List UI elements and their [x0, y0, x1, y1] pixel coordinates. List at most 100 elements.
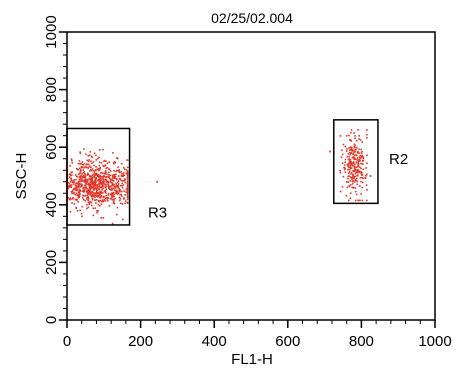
data-point — [93, 176, 95, 179]
data-point — [80, 212, 83, 215]
data-point — [99, 204, 101, 207]
data-point — [91, 179, 94, 181]
data-point — [72, 183, 75, 186]
data-point — [359, 199, 361, 202]
data-point — [357, 160, 360, 163]
data-point — [85, 186, 87, 188]
data-point — [68, 186, 71, 188]
data-point — [90, 169, 93, 172]
data-point — [102, 184, 105, 187]
data-point — [126, 174, 129, 177]
data-point — [345, 150, 348, 152]
data-point — [89, 194, 92, 196]
data-point — [108, 177, 111, 180]
data-point — [105, 188, 108, 191]
data-point — [81, 166, 84, 169]
data-point — [354, 144, 357, 147]
data-point — [360, 172, 362, 175]
y-tick-label: 200 — [43, 250, 60, 275]
data-point — [355, 139, 358, 142]
data-point — [87, 206, 89, 209]
data-point — [71, 191, 74, 193]
data-point — [79, 189, 82, 192]
data-point — [90, 179, 93, 182]
data-point — [77, 162, 80, 165]
data-point — [84, 174, 87, 176]
data-point — [348, 134, 350, 137]
data-point — [97, 167, 100, 170]
data-point — [81, 180, 83, 182]
data-point — [79, 151, 81, 153]
data-point — [102, 196, 105, 199]
data-point — [99, 175, 102, 178]
data-point — [92, 194, 95, 197]
data-point — [75, 183, 77, 185]
data-point — [99, 182, 101, 185]
x-tick-label: 400 — [202, 333, 227, 350]
data-point — [360, 171, 362, 173]
data-point — [93, 183, 95, 185]
data-point — [82, 186, 85, 189]
data-point — [351, 186, 353, 189]
data-point — [90, 201, 93, 204]
data-point — [357, 174, 359, 176]
data-point — [96, 209, 98, 212]
data-point — [350, 171, 353, 174]
data-point — [119, 199, 121, 202]
data-point — [121, 182, 124, 185]
data-point — [358, 156, 361, 159]
data-point — [362, 168, 365, 171]
data-point — [102, 200, 105, 203]
data-point — [77, 168, 79, 171]
data-point — [102, 182, 105, 185]
data-point — [112, 180, 115, 182]
gate-label-r2: R2 — [389, 151, 408, 168]
data-point — [81, 161, 83, 163]
data-point — [360, 167, 362, 170]
data-point — [120, 175, 123, 177]
data-point — [83, 189, 85, 191]
data-point — [98, 200, 100, 203]
data-point — [85, 180, 88, 183]
data-point — [360, 157, 362, 160]
data-point — [95, 188, 98, 190]
data-point — [353, 170, 355, 173]
data-point — [349, 165, 352, 167]
data-point — [347, 165, 350, 168]
data-point — [94, 181, 96, 184]
data-point — [98, 176, 100, 179]
data-point — [93, 186, 95, 188]
data-point — [104, 178, 107, 181]
gate-regions — [66, 119, 379, 226]
data-point — [89, 201, 92, 203]
data-point — [104, 172, 106, 175]
data-point — [122, 184, 125, 186]
data-point — [120, 202, 122, 205]
data-point — [79, 172, 82, 174]
data-point — [353, 175, 355, 178]
data-point — [90, 175, 93, 178]
data-point — [353, 158, 356, 160]
data-point — [69, 165, 71, 167]
data-point — [361, 154, 364, 157]
data-point — [98, 194, 100, 197]
data-point — [98, 175, 101, 178]
data-point — [126, 198, 129, 201]
data-point — [95, 177, 98, 179]
data-point — [355, 154, 357, 156]
data-point — [354, 178, 357, 181]
data-point — [120, 194, 123, 196]
data-point — [71, 198, 73, 200]
data-point — [98, 164, 101, 167]
data-point — [356, 169, 359, 171]
data-point — [110, 187, 113, 190]
data-point — [86, 166, 88, 169]
data-point — [348, 169, 351, 171]
data-point — [105, 181, 108, 184]
data-point — [94, 207, 97, 209]
data-point — [366, 129, 368, 131]
data-point — [77, 182, 79, 185]
data-point — [91, 177, 94, 179]
data-point — [126, 181, 129, 184]
data-point — [99, 180, 101, 183]
